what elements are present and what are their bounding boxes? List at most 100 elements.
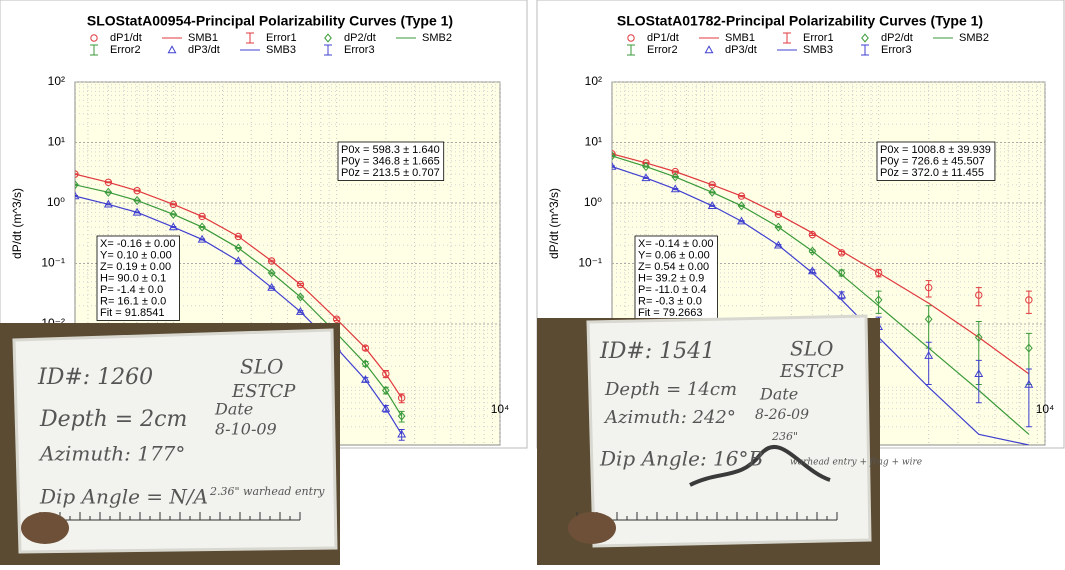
annotation-text: P0z = 372.0 ± 11.455 [880, 167, 984, 179]
error-bar [170, 213, 177, 216]
whiteboard [12, 328, 338, 554]
y-tick-label: 10⁰ [584, 195, 602, 209]
annotation-text: Y= 0.10 ± 0.00 [100, 249, 172, 261]
legend-label: SMB1 [725, 32, 755, 44]
legend-label: Error2 [647, 44, 678, 56]
y-axis-label: dP/dt (m^3/s) [547, 188, 561, 259]
error-bar [398, 393, 405, 404]
handwriting: 8-10-09 [215, 420, 277, 439]
fit-line [612, 166, 1029, 445]
error-bar [709, 204, 716, 207]
legend-label: SMB3 [266, 44, 296, 56]
legend-label: SMB2 [959, 32, 989, 44]
error-bar [199, 238, 206, 241]
error-bar [738, 195, 745, 198]
error-bar [975, 359, 982, 404]
data-point [75, 180, 79, 190]
handwriting: Date [214, 400, 253, 419]
wire [689, 445, 831, 487]
handwriting: ESTCP [231, 381, 296, 402]
data-point [612, 151, 616, 161]
error-bar [738, 204, 745, 207]
error-bar [235, 235, 242, 238]
annotation-text: P0y = 346.8 ± 1.665 [341, 155, 440, 167]
error-bar [362, 345, 369, 351]
annotation-box [96, 235, 180, 321]
data-point [332, 315, 341, 323]
error-bar [297, 295, 304, 299]
error-bar [775, 213, 782, 216]
error-bar [809, 249, 816, 253]
error-bar [838, 250, 845, 255]
error-bar [75, 183, 78, 186]
annotation-text: P= -1.4 ± 0.0 [100, 284, 163, 296]
error-bar [809, 269, 816, 273]
data-point [612, 150, 616, 158]
error-bar [642, 176, 649, 180]
fit-line [612, 153, 1030, 375]
annotation-text: Fit = 79.2663 [638, 307, 703, 319]
legend-label: dP2/dt [881, 32, 913, 44]
legend-label: dP3/dt [725, 44, 757, 56]
handwriting: 8-26-09 [755, 407, 809, 423]
data-point [234, 232, 243, 241]
data-point [133, 195, 141, 206]
data-point [361, 344, 370, 352]
error-bar [382, 386, 389, 395]
data-point [671, 167, 679, 176]
error-bar [775, 244, 782, 247]
handwriting: Azimuth: 242° [603, 407, 736, 428]
data-point [133, 186, 141, 195]
data-point [837, 268, 846, 278]
annotation-text: P= -11.0 ± 0.4 [638, 284, 707, 296]
annotation-text: R= 16.1 ± 0.0 [100, 295, 166, 307]
error-bar [875, 268, 882, 278]
legend-label: Error3 [881, 44, 912, 56]
data-point [361, 359, 370, 369]
error-bar [268, 286, 275, 289]
fit-line [75, 184, 403, 417]
plot-data [612, 150, 1034, 445]
error-bar [875, 290, 882, 314]
handwriting: SLO [790, 337, 833, 361]
error-bar [709, 191, 716, 194]
data-point [324, 33, 332, 43]
legend-label: dP2/dt [344, 32, 376, 44]
error-bar [709, 183, 716, 186]
data-point [737, 192, 746, 200]
y-tick-label: 10⁻¹ [41, 256, 65, 270]
handwriting: Dip Angle = N/A [39, 485, 208, 509]
handwriting: ESTCP [779, 361, 844, 382]
error-bar [134, 199, 141, 202]
data-point [704, 45, 714, 54]
error-bar [134, 211, 141, 214]
y-tick-label: 10² [585, 74, 602, 88]
fit-line [612, 155, 1030, 435]
fit-line [75, 173, 403, 399]
error-bar [398, 429, 405, 441]
annotation-box [876, 141, 996, 181]
error-bar [382, 404, 389, 413]
legend-label: Error2 [110, 44, 141, 56]
data-point [861, 33, 869, 43]
legend-swatch [324, 44, 332, 56]
annotation-text: Y= 0.06 ± 0.00 [638, 249, 710, 261]
error-bar [362, 377, 369, 383]
handwriting: Depth = 14cm [604, 379, 737, 400]
legend-label: SMB2 [422, 32, 452, 44]
data-point [169, 200, 178, 209]
error-bar [398, 410, 405, 423]
chart-title: SLOStatA00954-Principal Polarizability C… [87, 13, 453, 29]
whiteboard [586, 314, 872, 548]
data-point [774, 210, 783, 219]
annotation-text: P0x = 1008.8 ± 39.939 [880, 144, 991, 156]
annotation-box [337, 141, 445, 181]
data-point [296, 280, 305, 289]
error-bar [105, 191, 112, 194]
error-bar [1025, 368, 1032, 428]
annotation-text: P0y = 726.6 ± 45.507 [880, 155, 985, 167]
handwriting: ID#: 1260 [37, 365, 153, 390]
error-bar [268, 271, 275, 275]
data-point [167, 45, 177, 54]
